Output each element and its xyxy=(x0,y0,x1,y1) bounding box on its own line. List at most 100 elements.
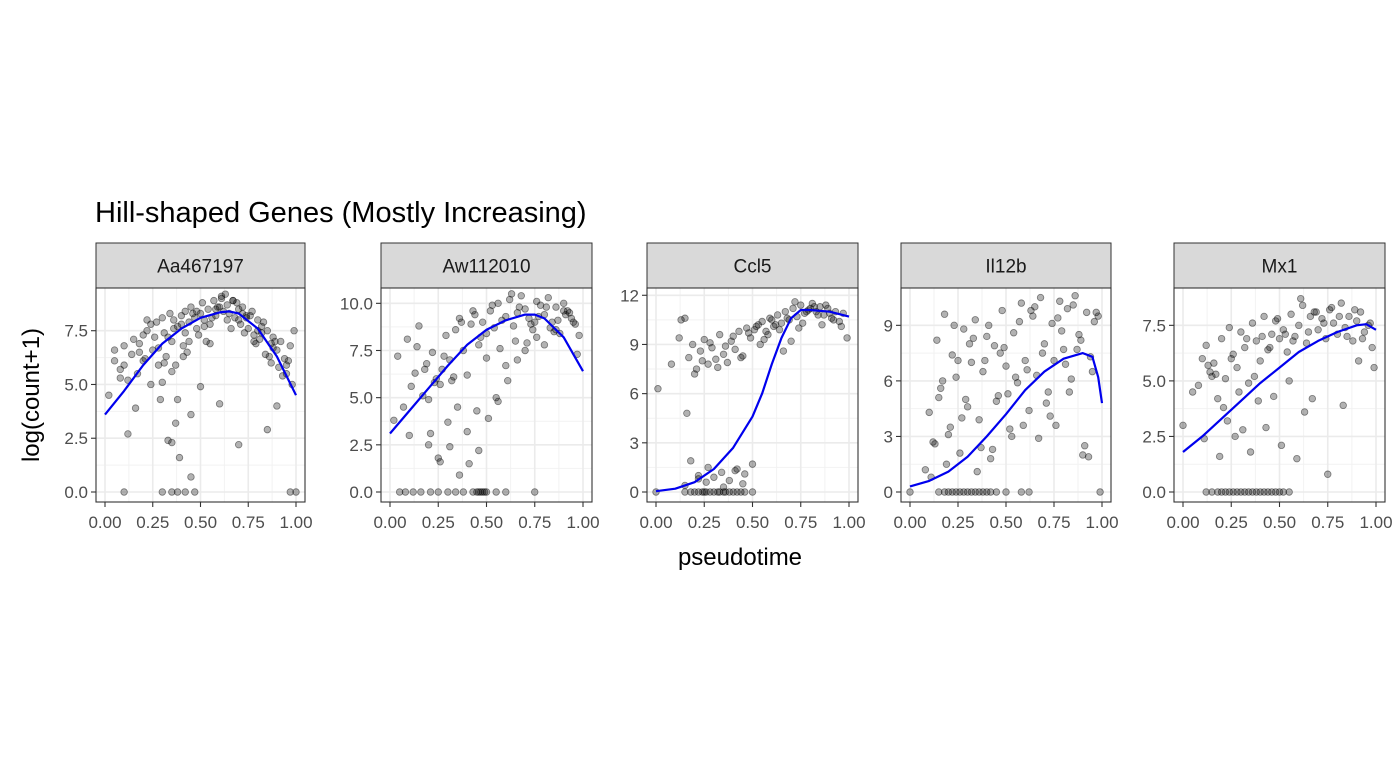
data-point xyxy=(921,466,930,474)
data-point xyxy=(1050,356,1058,365)
data-point xyxy=(181,307,189,316)
x-tick-label: 1.00 xyxy=(566,513,599,532)
data-point xyxy=(120,361,128,369)
data-point xyxy=(233,299,241,307)
data-point-zero xyxy=(477,488,485,496)
data-point xyxy=(741,470,749,478)
data-point-zero xyxy=(956,488,964,496)
data-point xyxy=(561,310,570,319)
data-point xyxy=(654,385,662,393)
data-point xyxy=(1242,334,1251,343)
fitted-curve xyxy=(389,313,584,435)
data-point xyxy=(688,340,697,349)
y-tick-label: 5.0 xyxy=(349,389,373,408)
data-point xyxy=(1246,448,1255,456)
data-point xyxy=(1291,332,1299,341)
data-point xyxy=(719,350,728,358)
y-tick-label: 5.0 xyxy=(1142,372,1166,391)
data-point xyxy=(698,357,707,365)
data-point xyxy=(1339,401,1347,410)
data-point xyxy=(567,314,576,323)
data-point xyxy=(940,310,949,318)
data-point xyxy=(775,326,784,334)
data-point xyxy=(1352,317,1361,325)
data-point-zero xyxy=(469,488,477,496)
data-point xyxy=(818,321,826,329)
data-point xyxy=(721,342,730,350)
data-point xyxy=(571,320,579,328)
data-point xyxy=(515,303,524,311)
data-point-zero xyxy=(1237,488,1245,496)
data-point xyxy=(223,301,231,309)
data-point xyxy=(162,352,170,361)
y-tick-label: 6 xyxy=(884,372,893,391)
y-tick-label: 7.5 xyxy=(64,322,88,341)
data-point xyxy=(706,339,714,347)
data-point xyxy=(744,329,753,337)
data-point-zero xyxy=(292,488,300,496)
data-point xyxy=(1015,317,1024,326)
data-point xyxy=(1225,323,1234,332)
data-point xyxy=(1077,336,1085,344)
data-point xyxy=(1004,390,1012,398)
y-tick-label: 2.5 xyxy=(349,436,373,455)
data-point xyxy=(202,337,210,346)
data-point xyxy=(1304,328,1313,336)
data-point-zero xyxy=(702,488,710,496)
data-point xyxy=(523,339,531,347)
data-point-zero xyxy=(906,488,914,496)
y-axis-title: log(count+1) xyxy=(18,328,45,462)
data-point xyxy=(1252,337,1261,345)
data-point xyxy=(234,316,243,324)
data-point xyxy=(170,324,178,333)
data-point xyxy=(1017,299,1026,307)
data-point xyxy=(250,337,258,346)
data-point xyxy=(236,320,245,328)
data-point xyxy=(496,344,504,353)
x-tick-label: 0.25 xyxy=(688,513,721,532)
data-point xyxy=(240,329,249,337)
data-point xyxy=(1283,348,1291,356)
data-point xyxy=(1320,319,1328,327)
data-point xyxy=(835,317,844,326)
data-point xyxy=(1327,303,1336,312)
data-point xyxy=(194,331,203,339)
data-point xyxy=(532,297,541,306)
data-point xyxy=(808,299,817,308)
data-point xyxy=(1019,421,1027,430)
data-point xyxy=(1025,406,1033,415)
data-point-zero xyxy=(1271,488,1280,496)
data-point-zero xyxy=(434,488,442,496)
data-point xyxy=(105,391,113,399)
data-point xyxy=(478,318,487,326)
data-point xyxy=(171,419,180,427)
data-point xyxy=(1356,308,1365,316)
data-point xyxy=(1202,341,1210,350)
data-point xyxy=(210,296,218,305)
y-tick-label: 3 xyxy=(884,427,893,446)
data-point-zero xyxy=(971,488,979,496)
data-point xyxy=(675,334,683,342)
facet-strip-label: Aw112010 xyxy=(442,257,530,278)
data-point xyxy=(996,349,1004,357)
data-point xyxy=(263,425,272,434)
fitted-curve xyxy=(909,352,1104,488)
y-tick-label: 0.0 xyxy=(349,483,373,502)
data-point xyxy=(399,403,408,411)
data-point-zero xyxy=(698,488,707,496)
data-point xyxy=(1052,421,1060,430)
data-point xyxy=(975,416,983,424)
data-point-zero xyxy=(531,488,539,496)
data-point xyxy=(170,316,178,324)
data-point xyxy=(542,303,551,311)
x-tick-label: 0.50 xyxy=(736,513,769,532)
facet-strip-label: Mx1 xyxy=(1262,257,1298,278)
facet-strip-label: Il12b xyxy=(985,257,1026,278)
data-points xyxy=(390,290,583,496)
x-tick-label: 0.00 xyxy=(639,513,672,532)
data-point xyxy=(717,468,726,477)
y-tick-label: 12 xyxy=(620,286,639,305)
data-point xyxy=(273,402,281,410)
data-point xyxy=(455,314,464,323)
